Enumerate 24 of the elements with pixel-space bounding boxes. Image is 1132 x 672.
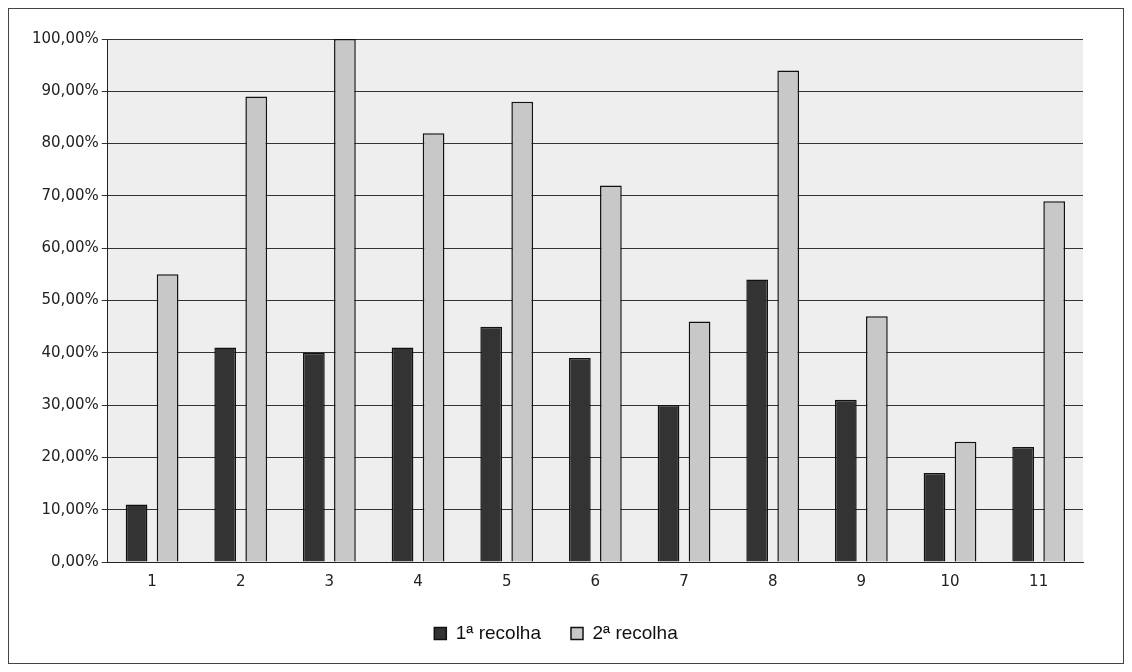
y-tick-label: 50,00% xyxy=(41,290,99,309)
x-tick-label: 10 xyxy=(940,571,960,590)
legend-label: 2ª recolha xyxy=(592,621,679,643)
y-tick-label: 10,00% xyxy=(41,499,99,518)
y-tick-label: 90,00% xyxy=(41,81,99,100)
x-tick-label: 3 xyxy=(324,571,335,590)
x-tick-label: 11 xyxy=(1029,571,1049,590)
y-tick-label: 40,00% xyxy=(41,342,99,361)
x-tick-label: 6 xyxy=(590,571,601,590)
legend-label: 1ª recolha xyxy=(455,621,542,643)
y-tick-label: 0,00% xyxy=(51,551,99,570)
x-tick-label: 2 xyxy=(235,571,246,590)
y-tick-label: 20,00% xyxy=(41,447,99,466)
x-tick-label: 4 xyxy=(413,571,423,590)
x-tick-label: 9 xyxy=(856,571,867,590)
y-tick-label: 80,00% xyxy=(41,133,99,152)
y-tick-label: 100,00% xyxy=(31,28,99,47)
y-tick-label: 70,00% xyxy=(41,185,99,204)
x-tick-label: 7 xyxy=(679,571,689,590)
y-tick-label: 60,00% xyxy=(41,238,99,257)
x-tick-label: 1 xyxy=(147,571,157,590)
x-tick-label: 8 xyxy=(767,571,778,590)
y-tick-label: 30,00% xyxy=(41,394,99,413)
x-tick-label: 5 xyxy=(501,571,512,590)
